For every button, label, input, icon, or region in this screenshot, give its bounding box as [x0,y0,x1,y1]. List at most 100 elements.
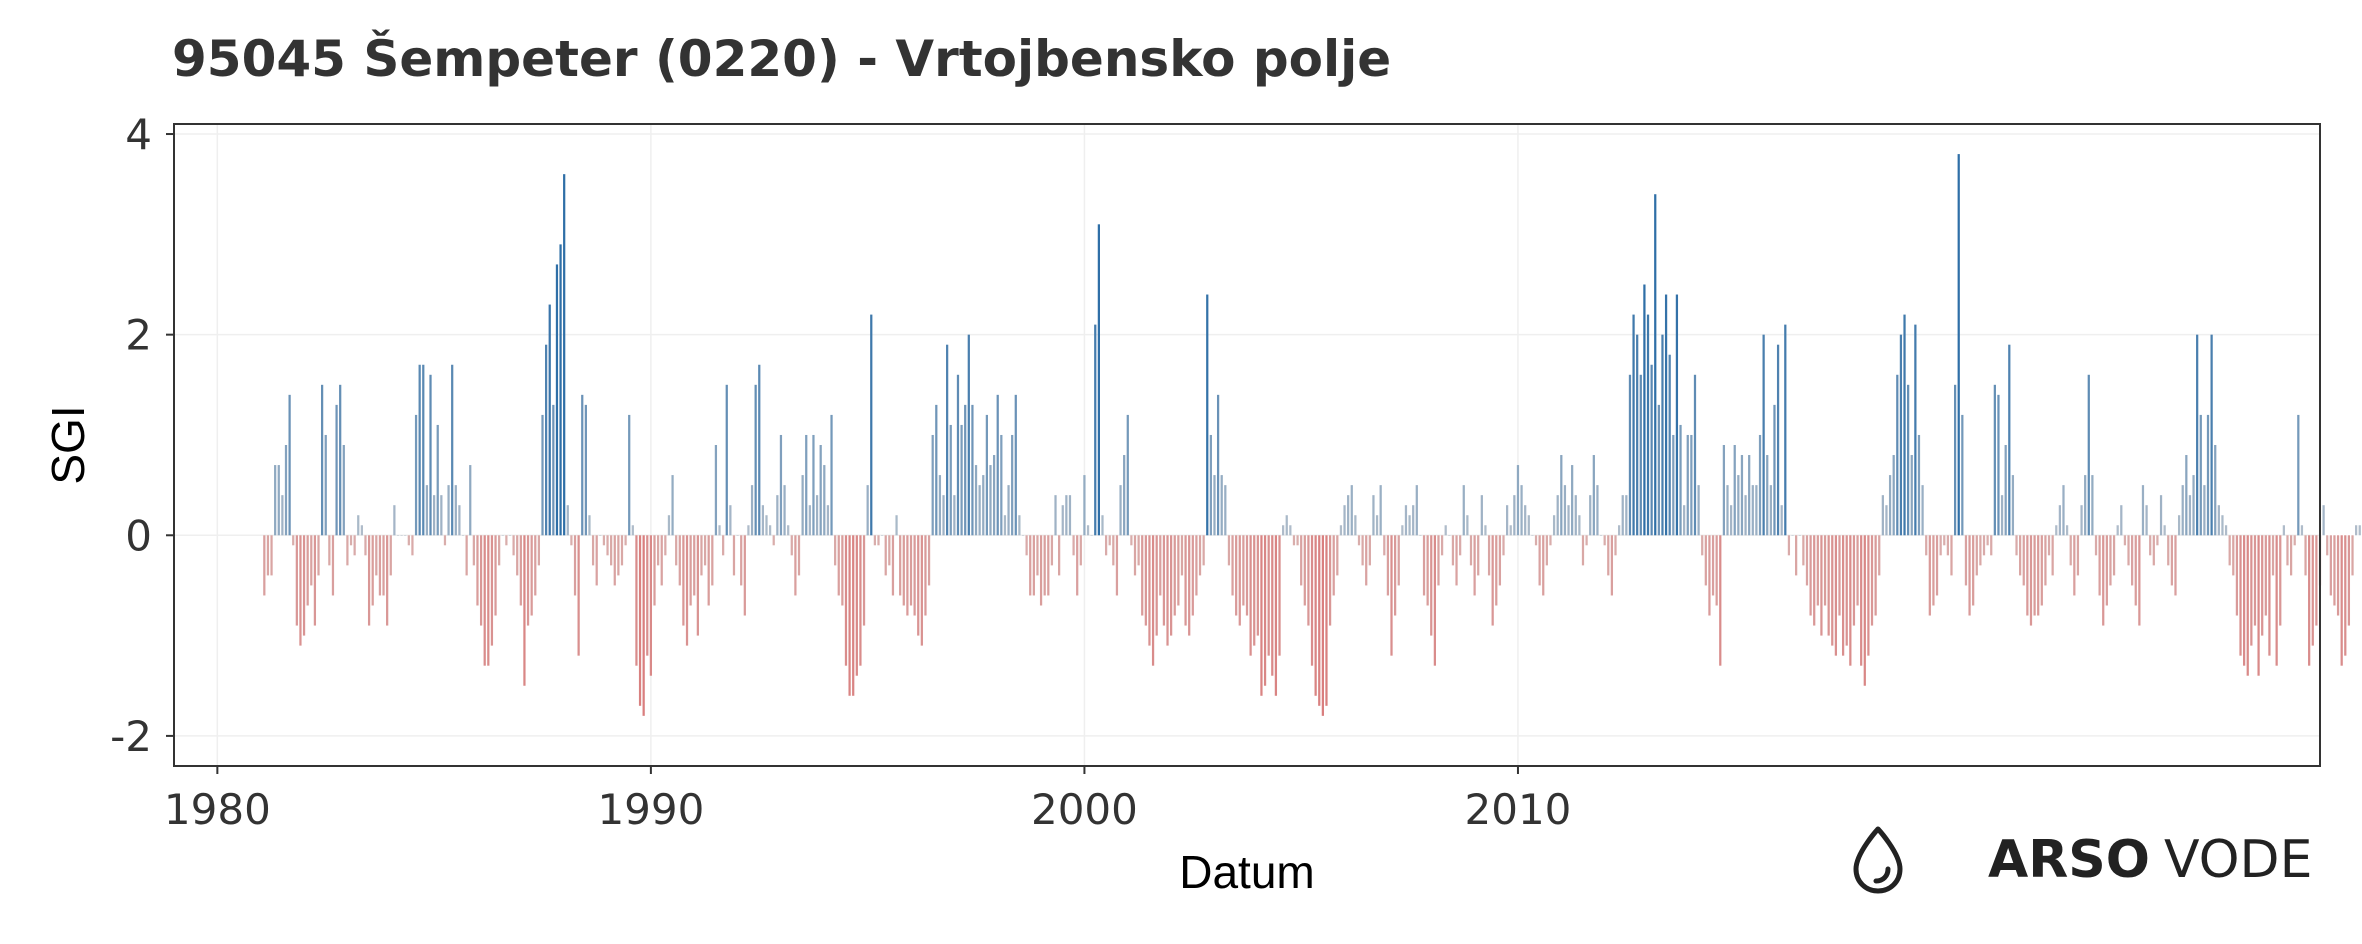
bar [2279,535,2282,626]
bar [339,384,342,536]
bar [1610,535,1614,596]
bar [1733,445,1736,536]
bar [2253,535,2257,626]
bar [1141,535,1144,616]
bar [754,384,757,536]
bar [1950,535,1953,576]
bar [1307,535,1310,626]
bar [2315,535,2318,626]
bar [2138,535,2141,626]
bar [1274,535,1278,696]
bar [1097,224,1100,536]
bar [2055,525,2058,536]
bar [1361,535,1364,566]
bar [703,535,707,566]
bar [953,495,956,536]
bar [2004,445,2007,536]
bar [1133,535,1137,576]
bar [2047,535,2051,556]
bar [1278,535,1281,656]
bar [693,535,696,596]
y-tick-label: 2 [125,311,152,360]
bar [1766,455,1769,536]
bar [555,264,559,536]
bar [1932,535,1935,606]
bar [2026,535,2029,616]
bar [487,535,490,666]
bar [2167,535,2170,566]
bar [1646,314,1650,536]
bar [1054,495,1057,536]
bar [1542,535,1545,596]
bar [667,515,671,536]
bar [1903,314,1906,536]
bar [1328,535,1332,626]
bar [1509,525,1512,536]
bar [1227,535,1231,566]
bar [989,465,992,536]
bar [2275,535,2278,666]
bar [1495,535,1498,606]
bar [938,475,942,536]
bar [2037,535,2040,616]
bar [1831,535,1834,646]
bar [302,535,306,636]
bar [1480,495,1483,536]
bar [1957,154,1960,536]
bar [765,515,768,536]
bar [1419,535,1422,536]
x-tick-label: 1980 [164,785,271,834]
bar [1888,475,1892,536]
bar [2221,515,2224,536]
bar [1137,535,1140,566]
bar [971,404,974,536]
bar [1144,535,1147,626]
bar [1513,495,1516,536]
bar [2102,535,2105,626]
bar [1426,535,1429,606]
bar [1589,495,1592,536]
bar [960,424,963,536]
bar [1993,384,1996,536]
bar [649,535,653,676]
bar [1292,535,1296,546]
bar [920,535,923,646]
bar [2058,505,2061,536]
bar [393,505,396,536]
bar [1108,535,1111,546]
bar [866,485,869,536]
bar [985,414,988,536]
bar [1545,535,1548,566]
bar [888,535,891,566]
bar [1686,434,1689,536]
bar [1039,535,1043,606]
bar [1596,485,1599,536]
bar [1841,535,1845,656]
bar [2311,535,2314,646]
bar [2069,535,2072,566]
bar [768,525,772,536]
bar [1838,535,1841,616]
bar [1123,455,1126,536]
bar [1708,535,1711,616]
bar [2062,485,2065,536]
bar [2268,535,2271,656]
bar [472,535,475,566]
bar [552,404,555,536]
bar [696,535,699,636]
bar [414,414,418,536]
bar [2156,535,2159,546]
chart-title: 95045 Šempeter (0220) - Vrtojbensko polj… [172,30,1392,88]
bar [1448,535,1451,536]
bar [1459,535,1462,556]
bar [1690,434,1693,536]
bar [1625,495,1628,536]
bar [1748,455,1751,536]
bar [682,535,685,626]
bar [1350,485,1353,536]
bar [974,465,978,536]
bar [1737,475,1740,536]
bar [1856,535,1859,606]
bar [830,414,833,536]
bar [1455,535,1458,586]
